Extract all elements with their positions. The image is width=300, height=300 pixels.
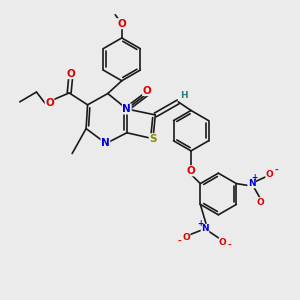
Text: O: O bbox=[117, 19, 126, 29]
Text: N: N bbox=[248, 179, 256, 188]
Text: +: + bbox=[251, 173, 258, 182]
Text: O: O bbox=[187, 166, 195, 176]
Text: O: O bbox=[257, 197, 264, 206]
Text: H: H bbox=[180, 91, 188, 100]
Text: -: - bbox=[274, 166, 278, 175]
Text: S: S bbox=[149, 134, 157, 144]
Text: -: - bbox=[227, 241, 231, 250]
Text: N: N bbox=[201, 224, 209, 233]
Text: O: O bbox=[219, 238, 227, 247]
Text: O: O bbox=[143, 85, 152, 96]
Text: O: O bbox=[266, 170, 273, 179]
Text: N: N bbox=[122, 104, 131, 114]
Text: -: - bbox=[178, 237, 181, 246]
Text: N: N bbox=[101, 139, 110, 148]
Text: +: + bbox=[197, 219, 204, 228]
Text: O: O bbox=[182, 233, 190, 242]
Text: O: O bbox=[67, 69, 75, 79]
Text: O: O bbox=[45, 98, 54, 108]
